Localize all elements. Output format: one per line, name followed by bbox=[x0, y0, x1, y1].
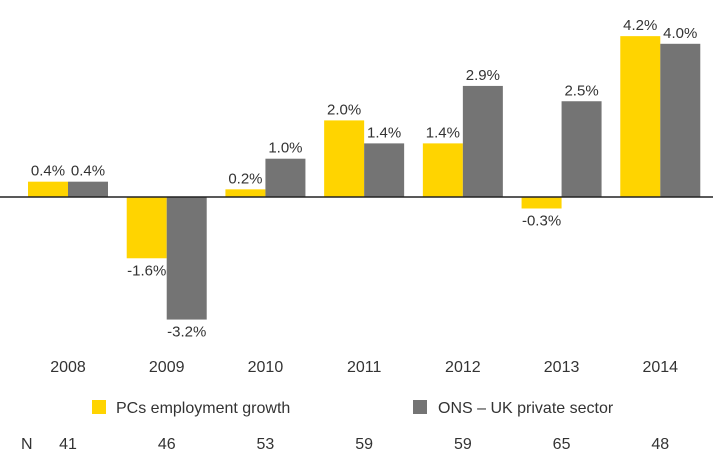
n-value-2013: 65 bbox=[553, 436, 571, 453]
n-row: 41 46 53 59 59 65 48 N bbox=[21, 436, 669, 453]
value-label-grey-2009: -3.2% bbox=[167, 324, 206, 341]
value-label-yellow-2008: 0.4% bbox=[31, 163, 65, 180]
n-value-2010: 53 bbox=[257, 436, 275, 453]
category-label-2013: 2013 bbox=[544, 359, 580, 376]
legend-swatch-yellow bbox=[92, 400, 106, 414]
bar-grey-2014 bbox=[660, 43, 701, 197]
legend-label-grey: ONS – UK private sector bbox=[438, 400, 614, 417]
bar-grey-2012 bbox=[462, 85, 503, 197]
bar-yellow-2014 bbox=[620, 36, 661, 197]
bar-yellow-2009 bbox=[126, 197, 167, 259]
n-value-2014: 48 bbox=[651, 436, 669, 453]
value-label-yellow-2012: 1.4% bbox=[426, 124, 460, 141]
value-label-yellow-2014: 4.2% bbox=[623, 17, 657, 34]
n-value-2011: 59 bbox=[355, 436, 373, 453]
category-labels-layer: 2008 2009 2010 2011 2012 2013 2014 bbox=[50, 359, 678, 376]
n-row-label: N bbox=[21, 436, 33, 453]
value-label-grey-2012: 2.9% bbox=[466, 67, 500, 84]
value-labels-layer: 0.4% 0.4% -1.6% -3.2% 0.2% 1.0% 2.0% 1.4% 1.4% 2.… bbox=[31, 17, 697, 340]
value-label-yellow-2010: 0.2% bbox=[228, 170, 262, 187]
bar-grey-2008 bbox=[68, 181, 108, 197]
category-label-2009: 2009 bbox=[149, 359, 185, 376]
bar-grey-2011 bbox=[364, 143, 405, 197]
bar-grey-2009 bbox=[166, 197, 207, 320]
bar-grey-2013 bbox=[561, 101, 602, 197]
value-label-grey-2008: 0.4% bbox=[71, 163, 105, 180]
bar-yellow-2013 bbox=[521, 197, 562, 209]
bar-yellow-2011 bbox=[324, 120, 365, 197]
bar-yellow-2012 bbox=[422, 143, 463, 197]
category-label-2014: 2014 bbox=[642, 359, 678, 376]
legend-swatch-grey bbox=[413, 400, 427, 414]
category-label-2011: 2011 bbox=[347, 359, 382, 376]
legend: PCs employment growth ONS – UK private se… bbox=[92, 400, 614, 417]
value-label-grey-2011: 1.4% bbox=[367, 124, 401, 141]
n-value-2012: 59 bbox=[454, 436, 472, 453]
value-label-yellow-2009: -1.6% bbox=[127, 262, 166, 279]
legend-label-yellow: PCs employment growth bbox=[116, 400, 290, 417]
value-label-yellow-2013: -0.3% bbox=[522, 212, 561, 229]
value-label-grey-2013: 2.5% bbox=[564, 82, 598, 99]
n-value-2008: 41 bbox=[59, 436, 77, 453]
bar-yellow-2008 bbox=[28, 181, 68, 197]
n-value-2009: 46 bbox=[158, 436, 176, 453]
category-label-2008: 2008 bbox=[50, 359, 86, 376]
value-label-grey-2010: 1.0% bbox=[268, 140, 302, 157]
category-label-2010: 2010 bbox=[248, 359, 284, 376]
category-label-2012: 2012 bbox=[445, 359, 481, 376]
value-label-yellow-2011: 2.0% bbox=[327, 101, 361, 118]
value-label-grey-2014: 4.0% bbox=[663, 25, 697, 42]
bars-layer bbox=[28, 36, 701, 320]
bar-grey-2010 bbox=[265, 158, 306, 197]
bar-yellow-2010 bbox=[225, 189, 266, 197]
